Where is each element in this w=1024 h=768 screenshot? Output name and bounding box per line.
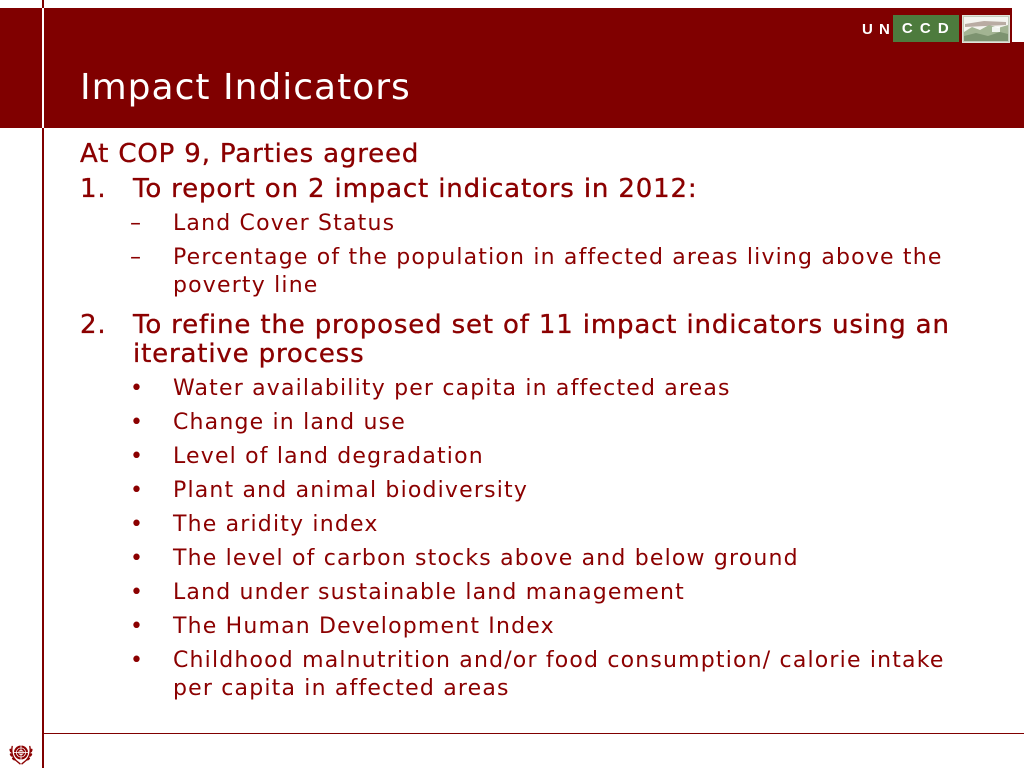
bullet-marker: • xyxy=(130,410,145,435)
un-emblem-graphic xyxy=(9,745,33,765)
logo-text-ccd: C C D xyxy=(893,15,959,42)
slide-title: Impact Indicators xyxy=(80,67,411,108)
item-number: 1. xyxy=(80,174,107,204)
intro-line: At COP 9, Parties agreed xyxy=(80,139,420,169)
bullet-item: • Level of land degradation xyxy=(130,443,1010,471)
bullet-marker: • xyxy=(130,648,145,673)
header-banner: Impact Indicators U N C C D xyxy=(0,8,1024,128)
bullet-item: • The aridity index xyxy=(130,511,1010,539)
bullet-marker: • xyxy=(130,512,145,537)
bullet-item-text: Change in land use xyxy=(173,410,406,435)
sub-item: – Percentage of the population in affect… xyxy=(130,244,1010,300)
bullet-item-text: Childhood malnutrition and/or food consu… xyxy=(173,648,945,701)
bullet-item-text: Land under sustainable land management xyxy=(173,580,685,605)
sub-item: – Land Cover Status xyxy=(130,210,1010,238)
bullet-item: • Change in land use xyxy=(130,409,1010,437)
bullet-item-text: The aridity index xyxy=(173,512,379,537)
top-vertical-rule xyxy=(42,0,44,8)
sub-item-text: Percentage of the population in affected… xyxy=(173,245,943,298)
logo-text-un: U N xyxy=(862,21,891,38)
item-heading-row: 1. To report on 2 impact indicators in 2… xyxy=(80,174,1010,204)
bullet-marker: • xyxy=(130,478,145,503)
bullet-item: • Plant and animal biodiversity xyxy=(130,477,1010,505)
bullet-item-text: The level of carbon stocks above and bel… xyxy=(173,546,799,571)
bullet-item: • Water availability per capita in affec… xyxy=(130,375,1010,403)
unccd-landscape-icon xyxy=(962,15,1010,43)
un-emblem-icon xyxy=(8,741,34,767)
slide-body: At COP 9, Parties agreed 1. To report on… xyxy=(80,139,1010,703)
bullet-marker: • xyxy=(130,580,145,605)
banner-vertical-rule xyxy=(42,8,44,128)
numbered-item-2: 2. To refine the proposed set of 11 impa… xyxy=(80,310,1010,703)
bullet-marker: • xyxy=(130,376,145,401)
bullet-marker: • xyxy=(130,614,145,639)
footer-rule xyxy=(42,733,1024,734)
bullet-item-text: The Human Development Index xyxy=(173,614,555,639)
unccd-landscape-graphic xyxy=(962,15,1010,43)
bullet-list: • Water availability per capita in affec… xyxy=(130,375,1010,703)
dash-marker: – xyxy=(130,211,143,236)
sub-item-text: Land Cover Status xyxy=(173,211,396,236)
sub-list: – Land Cover Status – Percentage of the … xyxy=(130,210,1010,300)
item-number: 2. xyxy=(80,310,107,340)
bullet-item: • Land under sustainable land management xyxy=(130,579,1010,607)
bullet-item-text: Plant and animal biodiversity xyxy=(173,478,529,503)
bullet-marker: • xyxy=(130,444,145,469)
numbered-item-1: 1. To report on 2 impact indicators in 2… xyxy=(80,174,1010,300)
left-vertical-rule xyxy=(42,128,44,768)
bullet-item-text: Water availability per capita in affecte… xyxy=(173,376,731,401)
item-heading: To refine the proposed set of 11 impact … xyxy=(133,310,950,369)
bullet-item-text: Level of land degradation xyxy=(173,444,484,469)
bullet-item: • Childhood malnutrition and/or food con… xyxy=(130,647,1010,703)
item-heading-row: 2. To refine the proposed set of 11 impa… xyxy=(80,310,1010,369)
header-corner xyxy=(1012,8,1024,42)
dash-marker: – xyxy=(130,245,143,270)
item-heading: To report on 2 impact indicators in 2012… xyxy=(133,174,698,204)
bullet-item: • The level of carbon stocks above and b… xyxy=(130,545,1010,573)
bullet-item: • The Human Development Index xyxy=(130,613,1010,641)
bullet-marker: • xyxy=(130,546,145,571)
